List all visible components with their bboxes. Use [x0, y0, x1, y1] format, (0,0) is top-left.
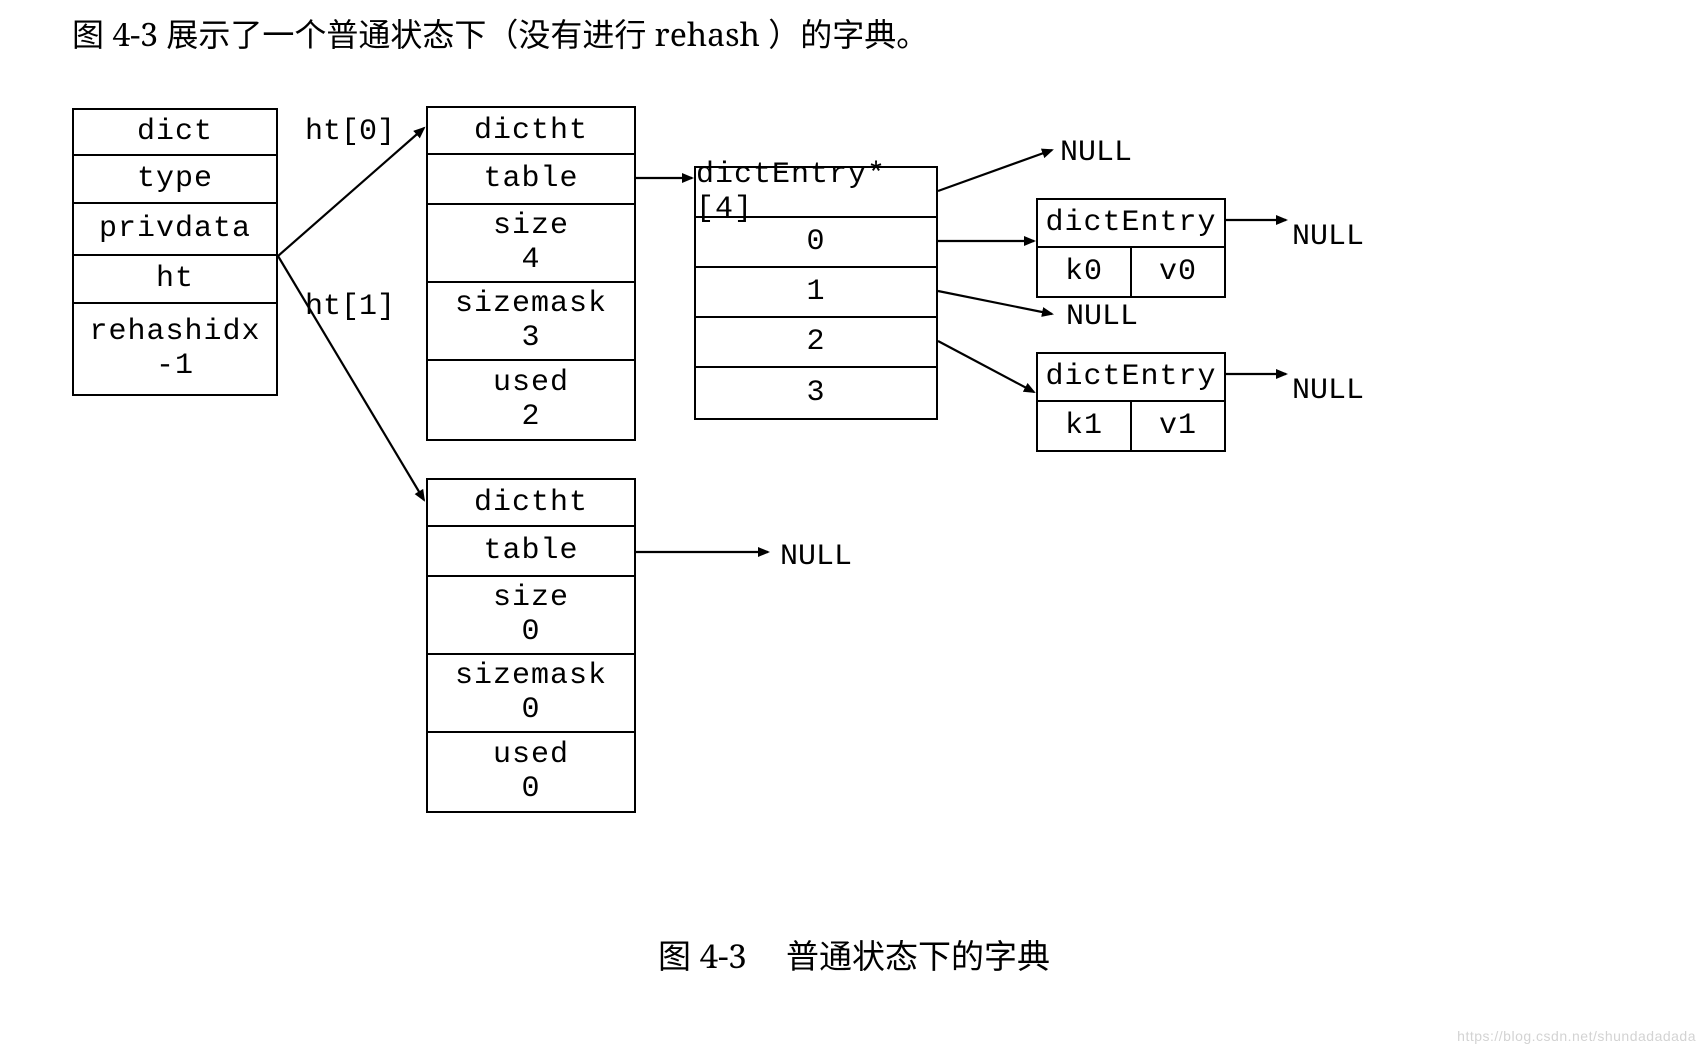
ht1-sizemask: sizemask 0: [428, 655, 634, 733]
null-after-entry0: NULL: [1292, 220, 1364, 254]
entry-array-0: 0: [696, 218, 936, 268]
dict-field-ht: ht: [74, 256, 276, 304]
entry-array: dictEntry*[4] 0 1 2 3: [694, 166, 938, 420]
intro-text: 图 4-3 展示了一个普通状态下（没有进行 rehash ）的字典。: [72, 10, 928, 56]
caption: 图 4-3 普通状态下的字典: [0, 930, 1708, 978]
ht1-struct: dictht table size 0 sizemask 0 used 0: [426, 478, 636, 813]
ht1-title: dictht: [428, 480, 634, 527]
label-ht1: ht[1]: [305, 290, 395, 324]
ht1-size: size 0: [428, 577, 634, 655]
ht0-struct: dictht table size 4 sizemask 3 used 2: [426, 106, 636, 441]
diagram-root: 图 4-3 展示了一个普通状态下（没有进行 rehash ）的字典。 dict …: [0, 0, 1708, 1052]
dict-struct: dict type privdata ht rehashidx -1: [72, 108, 278, 396]
entry-array-2: 2: [696, 318, 936, 368]
dict-entry-1-title: dictEntry: [1038, 354, 1224, 402]
entry-array-title: dictEntry*[4]: [696, 168, 936, 218]
null-middle-right: NULL: [1066, 300, 1138, 334]
dict-field-privdata: privdata: [74, 204, 276, 256]
ht0-used: used 2: [428, 361, 634, 439]
ht1-used: used 0: [428, 733, 634, 811]
dict-entry-0: dictEntry k0 v0: [1036, 198, 1226, 298]
ht0-size: size 4: [428, 205, 634, 283]
caption-prefix: 图 4-3: [658, 933, 747, 978]
ht1-table: table: [428, 527, 634, 577]
label-ht0: ht[0]: [305, 115, 395, 149]
entry-array-1: 1: [696, 268, 936, 318]
dict-entry-0-key: k0: [1038, 248, 1132, 296]
caption-text: 普通状态下的字典: [786, 933, 1050, 978]
ht0-table: table: [428, 155, 634, 205]
dict-entry-1-val: v1: [1132, 402, 1224, 450]
ht0-sizemask: sizemask 3: [428, 283, 634, 361]
dict-entry-1: dictEntry k1 v1: [1036, 352, 1226, 452]
null-after-entry1: NULL: [1292, 374, 1364, 408]
dict-field-rehashidx: rehashidx -1: [74, 304, 276, 394]
null-ht1-table: NULL: [780, 540, 852, 574]
dict-entry-0-title: dictEntry: [1038, 200, 1224, 248]
dict-title: dict: [74, 110, 276, 156]
dict-field-type: type: [74, 156, 276, 204]
ht0-title: dictht: [428, 108, 634, 155]
watermark: https://blog.csdn.net/shundadadada: [1457, 1028, 1696, 1044]
null-top-right: NULL: [1060, 136, 1132, 170]
dict-entry-0-val: v0: [1132, 248, 1224, 296]
dict-entry-1-key: k1: [1038, 402, 1132, 450]
entry-array-3: 3: [696, 368, 936, 418]
